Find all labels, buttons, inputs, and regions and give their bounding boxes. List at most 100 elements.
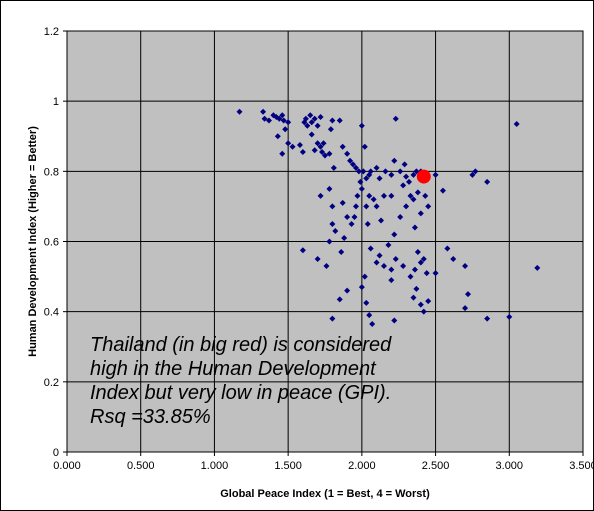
data-points [236,108,541,327]
x-axis-ticks: 0.000 0.500 1.000 1.500 2.000 2.500 3.000 3.500 [53,452,594,472]
data-point [282,126,289,133]
data-point [414,189,421,196]
data-point [265,117,272,124]
data-point [400,182,407,189]
data-point [261,115,268,122]
data-point [363,203,370,210]
data-point [465,291,472,298]
data-point [367,245,374,252]
data-point [361,273,368,280]
data-point [425,203,432,210]
data-point [326,238,333,245]
data-point [339,143,346,150]
data-point [413,285,420,292]
data-point [462,263,469,270]
data-point [370,196,377,203]
data-point [472,168,479,175]
data-point [373,203,380,210]
data-point [432,171,439,178]
data-point [417,301,424,308]
x-tick-label: 3.000 [496,460,524,472]
annotation-line: Thailand (in big red) is considered [90,334,392,356]
data-point [308,131,315,138]
data-point [314,256,321,263]
data-point [410,196,417,203]
data-point [329,117,336,124]
data-point [432,270,439,277]
data-point [388,192,395,199]
data-point [417,210,424,217]
data-point [319,149,326,156]
data-point [323,263,330,270]
data-point [410,171,417,178]
data-point [422,192,429,199]
data-point [350,161,357,168]
data-point [348,220,355,227]
data-point [236,108,243,115]
data-point [360,168,367,175]
data-point [361,143,368,150]
annotation: Thailand (in big red) is consideredhigh … [90,334,392,428]
data-point [289,143,296,150]
data-point [285,119,292,126]
y-tick-label: 0.8 [44,166,59,178]
data-point [336,296,343,303]
data-point [378,217,385,224]
data-point [304,122,311,129]
data-point [344,213,351,220]
annotation-line: Index but very low in peace (GPI). [90,382,391,404]
data-point [401,161,408,168]
data-point [407,273,414,280]
data-point [385,242,392,249]
data-point [314,122,321,129]
data-point [400,263,407,270]
data-point [332,227,339,234]
data-point [388,266,395,273]
data-point [285,140,292,147]
y-axis-ticks: 0 0.2 0.4 0.6 0.8 1 1.2 [44,26,67,459]
data-point [302,115,309,122]
data-point [450,256,457,263]
x-tick-label: 1.500 [274,460,302,472]
data-point [260,108,267,115]
data-point [444,245,451,252]
y-tick-label: 1 [53,96,59,108]
data-point [330,164,337,171]
data-point [317,113,324,120]
data-point [347,157,354,164]
data-point [417,259,424,266]
data-point [391,317,398,324]
data-point [329,203,336,210]
data-point [420,308,427,315]
data-point [425,298,432,305]
data-point [367,168,374,175]
data-point [397,168,404,175]
data-point [388,277,395,284]
data-point [388,171,395,178]
data-point [308,119,315,126]
data-point [392,115,399,122]
data-point [363,299,370,306]
data-point [314,140,321,147]
y-tick-label: 0.6 [44,237,59,249]
data-point [366,312,373,319]
gridlines [66,30,584,453]
x-tick-label: 0.500 [127,460,155,472]
data-point [276,115,283,122]
y-axis-title: Human Development Index (Higher = Better… [27,126,39,357]
y-tick-label: 0 [53,447,59,459]
data-point [414,249,421,256]
data-point [373,259,380,266]
data-point [279,112,286,119]
data-point [506,313,513,320]
data-point [380,263,387,270]
data-point [391,157,398,164]
data-point [392,256,399,263]
data-point [339,199,346,206]
y-tick-label: 0.2 [44,377,59,389]
data-point [411,224,418,231]
data-point [336,117,343,124]
data-point [369,320,376,327]
data-point [439,187,446,194]
